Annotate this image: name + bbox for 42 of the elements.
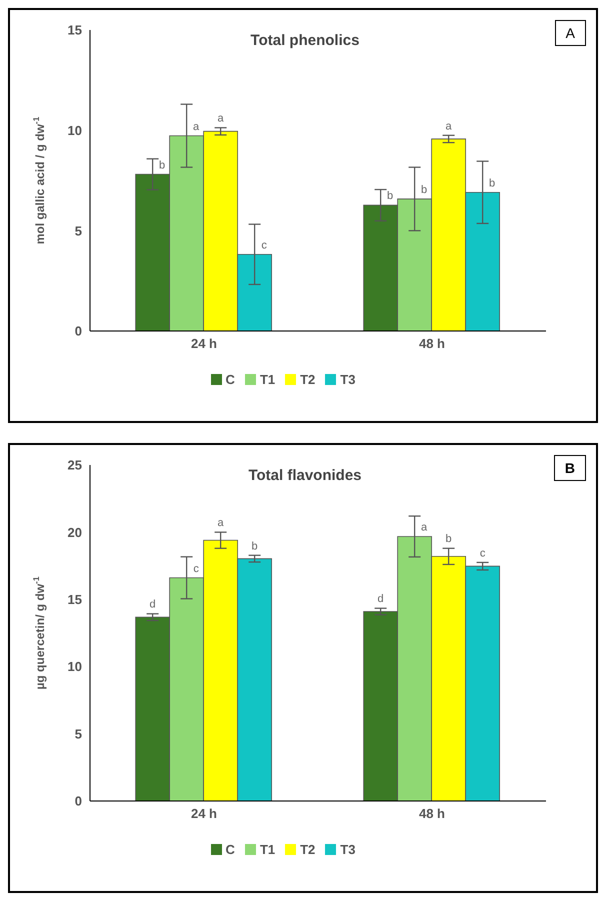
text: A <box>554 20 586 46</box>
data-label: a <box>218 112 225 125</box>
legend-label: T3 <box>340 372 356 387</box>
legend-label: C <box>226 842 235 857</box>
legend-label: T2 <box>300 842 316 857</box>
y-tick-label: 20 <box>68 524 82 540</box>
chart-title: Total flavonides <box>248 467 362 484</box>
y-tick-label: 15 <box>68 22 82 38</box>
y-tick-label: 5 <box>74 726 82 742</box>
legend-label: T3 <box>340 842 356 857</box>
y-tick-label: 15 <box>68 592 82 608</box>
data-label: a <box>421 522 428 534</box>
data-label: b <box>252 540 258 552</box>
legend-label: C <box>226 372 235 387</box>
y-tick-label: 0 <box>74 794 82 809</box>
x-tick-label: 48 h <box>418 806 446 822</box>
legend-label: T1 <box>260 842 276 857</box>
legend-label: T2 <box>300 372 316 387</box>
y-tick-label: 25 <box>68 458 82 473</box>
y-tick-label: 5 <box>74 223 82 238</box>
x-tick-label: 24 h <box>190 806 218 822</box>
y-tick-label: 0 <box>74 324 82 339</box>
data-label: c <box>193 562 200 575</box>
y-tick-label: 10 <box>68 122 82 138</box>
data-label: a <box>218 517 225 530</box>
data-label: c <box>261 239 268 252</box>
data-label: a <box>193 120 200 133</box>
data-label: b <box>387 190 394 202</box>
chart-title: Total phenolics <box>250 32 360 49</box>
data-label: d <box>378 593 384 606</box>
legend-label: T1 <box>260 372 276 387</box>
data-label: a <box>446 120 453 132</box>
x-tick-label: 48 h <box>418 336 446 352</box>
data-label: b <box>421 184 428 196</box>
data-label: c <box>480 547 486 560</box>
data-label: b <box>446 533 452 546</box>
data-label: b <box>159 159 166 172</box>
data-label: b <box>489 177 496 190</box>
data-label: d <box>150 598 156 611</box>
x-tick-label: 24 h <box>190 336 218 352</box>
y-tick-label: 10 <box>68 659 82 674</box>
text: B <box>554 455 586 481</box>
